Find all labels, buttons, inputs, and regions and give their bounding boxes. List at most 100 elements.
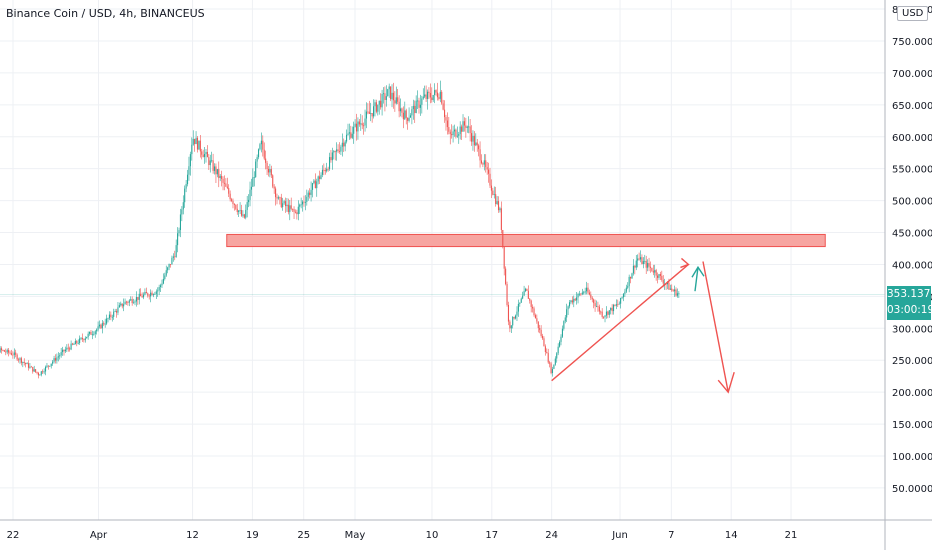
candle-body xyxy=(310,189,312,195)
candle-body xyxy=(669,288,671,290)
candle-body xyxy=(79,338,81,343)
candle-body xyxy=(424,94,426,97)
candle-body xyxy=(327,168,329,170)
candle-body xyxy=(233,203,235,205)
candle-body xyxy=(257,149,260,158)
candle-body xyxy=(300,204,302,206)
candle-body xyxy=(381,93,383,108)
candle-body xyxy=(201,151,203,155)
candle-body xyxy=(226,186,228,189)
candle-body xyxy=(671,288,673,291)
candle-body xyxy=(590,294,592,298)
candle-body xyxy=(429,93,431,98)
candle-body xyxy=(219,175,221,178)
candle-body xyxy=(554,358,556,365)
candle-body xyxy=(513,316,515,319)
candle-body xyxy=(523,291,525,296)
candle-body xyxy=(280,197,282,208)
candle-body xyxy=(584,291,586,293)
last-price-value: 353.1377 xyxy=(887,288,932,300)
candle-body xyxy=(121,303,123,307)
candle-body xyxy=(570,300,572,303)
candle-body xyxy=(59,355,61,357)
grid-lines xyxy=(0,0,885,520)
candle-body xyxy=(267,168,270,173)
candle-body xyxy=(539,328,541,330)
candle-body xyxy=(208,157,210,166)
candle-body xyxy=(470,133,473,142)
candle-body xyxy=(228,188,230,194)
candle-body xyxy=(605,311,607,316)
candle-body xyxy=(502,229,504,247)
candle-body xyxy=(259,144,261,150)
candle-body xyxy=(19,358,21,360)
candle-body xyxy=(647,263,649,268)
candle-body xyxy=(313,180,315,184)
candle-body xyxy=(151,292,153,296)
candle-body xyxy=(128,300,130,303)
candle-body xyxy=(262,140,264,150)
candle-body xyxy=(20,358,22,363)
y-tick-label: 500.0000 xyxy=(892,197,932,208)
candle-body xyxy=(622,293,625,298)
candle-body xyxy=(644,260,646,262)
candle-body xyxy=(493,194,495,195)
candle-body xyxy=(205,151,207,155)
candle-body xyxy=(26,363,28,365)
candle-body xyxy=(29,366,31,368)
candle-body xyxy=(550,363,552,374)
candle-body xyxy=(458,134,460,136)
candle-body xyxy=(182,202,184,210)
currency-button[interactable]: USD xyxy=(897,6,929,21)
y-tick-label: 450.0000 xyxy=(892,229,932,240)
candle-body xyxy=(138,293,140,300)
candle-body xyxy=(512,316,514,326)
candle-body xyxy=(303,201,305,203)
candle-body xyxy=(22,361,24,363)
candle-body xyxy=(222,178,224,183)
candle-body xyxy=(90,331,92,335)
candle-body xyxy=(551,368,554,374)
candle-body xyxy=(117,307,119,313)
candle-body xyxy=(15,352,17,355)
candle-body xyxy=(465,125,467,128)
candle-body xyxy=(361,123,363,126)
candle-body xyxy=(52,361,54,364)
candle-body xyxy=(93,334,95,335)
x-tick-label: 14 xyxy=(725,530,738,541)
candle-body xyxy=(289,205,291,213)
candle-body xyxy=(221,175,223,179)
candle-body xyxy=(560,336,562,342)
candle-body xyxy=(448,127,450,132)
candle-body xyxy=(530,300,532,307)
y-tick-label: 100.0000 xyxy=(892,452,932,463)
candle-body xyxy=(419,104,421,108)
candle-body xyxy=(202,154,204,158)
candle-body xyxy=(401,108,403,113)
candle-body xyxy=(250,186,252,190)
candle-body xyxy=(452,131,454,136)
candle-body xyxy=(130,299,132,301)
candle-body xyxy=(399,108,402,112)
candle-body xyxy=(309,192,311,195)
candle-body xyxy=(307,192,309,197)
candle-body xyxy=(32,366,34,372)
candle-body xyxy=(53,358,55,362)
candle-body xyxy=(135,297,137,302)
candle-body xyxy=(563,321,565,329)
candle-body xyxy=(229,193,231,200)
y-tick-label: 700.0000 xyxy=(892,69,932,80)
y-tick-label: 200.0000 xyxy=(892,388,932,399)
candle-body xyxy=(49,365,51,367)
candle-body xyxy=(604,315,606,318)
candle-body xyxy=(476,142,478,146)
last-price-badge: 353.1377 03:00:19 xyxy=(887,286,932,320)
candle-body xyxy=(12,354,14,356)
candle-body xyxy=(668,282,670,290)
candle-body xyxy=(603,316,605,318)
candle-body xyxy=(86,336,88,339)
candle-body xyxy=(239,210,241,211)
candle-body xyxy=(408,117,410,121)
x-tick-label: May xyxy=(345,530,366,541)
